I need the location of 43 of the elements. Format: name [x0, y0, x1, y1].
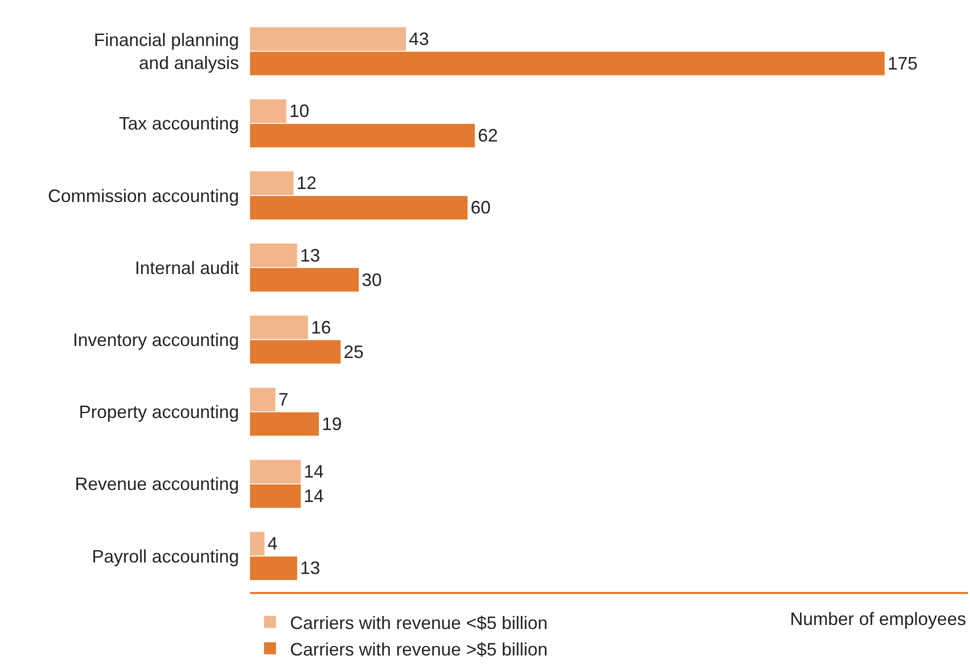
bar — [250, 412, 319, 436]
data-label: 14 — [304, 462, 324, 482]
bar — [250, 171, 294, 195]
x-axis-title: Number of employees — [790, 609, 966, 629]
bar — [250, 460, 301, 484]
data-label: 14 — [304, 486, 324, 506]
data-label: 12 — [296, 173, 317, 194]
bar — [250, 268, 359, 292]
legend-label: Carriers with revenue >$5 billion — [290, 639, 548, 660]
data-label: 60 — [470, 198, 491, 218]
y-tick-label: Payroll accounting — [92, 546, 239, 566]
bar — [250, 556, 298, 580]
bar — [250, 388, 276, 412]
y-tick-label: Internal audit — [134, 258, 239, 278]
data-label: 7 — [278, 389, 288, 410]
data-label: 13 — [300, 245, 320, 266]
y-tick-label: Inventory accounting — [72, 330, 239, 350]
data-label: 30 — [362, 270, 382, 290]
bar — [250, 532, 265, 556]
y-tick-label: Revenue accounting — [74, 474, 239, 494]
data-label: 25 — [344, 342, 364, 362]
y-tick-label: Commission accounting — [48, 186, 239, 206]
bar — [250, 124, 475, 148]
bar — [250, 52, 885, 76]
data-label: 19 — [322, 414, 342, 434]
bar — [250, 244, 298, 268]
data-label: 13 — [300, 558, 320, 578]
y-tick-label: Financial planning and analysis — [94, 30, 239, 74]
data-label: 16 — [311, 317, 332, 338]
data-label: 10 — [289, 101, 310, 122]
y-tick-label: Tax accounting — [118, 114, 239, 134]
data-label: 4 — [268, 534, 278, 554]
legend-label: Carriers with revenue <$5 billion — [290, 612, 548, 633]
data-label: 62 — [478, 126, 498, 146]
bar — [250, 340, 341, 364]
y-tick-label: Property accounting — [78, 402, 239, 422]
bar — [250, 316, 308, 340]
bar — [250, 27, 406, 51]
bar — [250, 196, 468, 220]
bar — [250, 99, 286, 123]
data-label: 175 — [888, 54, 918, 74]
bar — [250, 484, 301, 508]
data-label: 43 — [408, 29, 429, 50]
